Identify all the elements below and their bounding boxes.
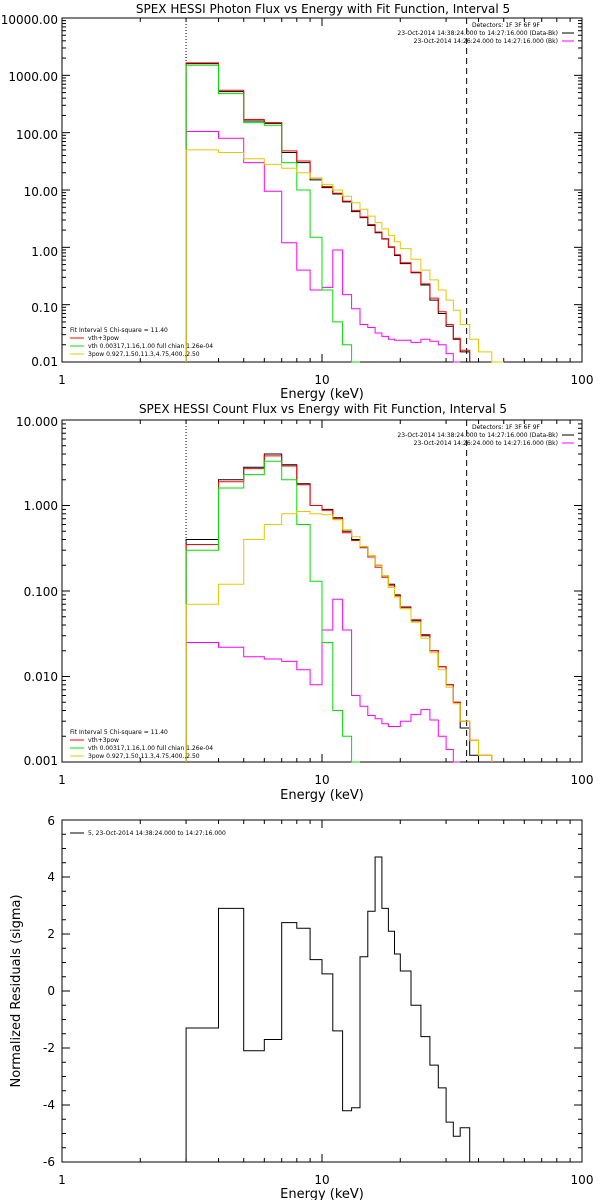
x-tick-label: 1 bbox=[58, 773, 66, 787]
x-tick-label: 10 bbox=[314, 373, 329, 387]
y-tick-label: -4 bbox=[43, 1098, 55, 1112]
series-group bbox=[185, 856, 471, 1162]
y-tick-label: 0.100 bbox=[24, 585, 58, 599]
legend-entry: vth 0.00317,1.16,1.00 full chian 1.26e-0… bbox=[88, 343, 213, 350]
vth-3pow-series-line bbox=[185, 62, 471, 362]
vth-3pow-series-line bbox=[185, 455, 493, 762]
y-tick-labels: 0.001 0.010 0.100 1.000 10.000 bbox=[16, 415, 58, 768]
x-axis-label: Energy (keV) bbox=[280, 1187, 364, 1200]
x-tick-labels: 1 10 100 bbox=[58, 773, 593, 787]
y-tick-label: 1000.00 bbox=[8, 70, 58, 84]
legend-bottom: Fit Interval 5 Chi-square = 11.40 vth+3p… bbox=[70, 729, 213, 760]
legend-entry: 23-Oct-2014 14:38:24.000 to 14:27:16.000… bbox=[397, 30, 558, 37]
data-bk-series-line bbox=[185, 63, 471, 362]
residuals-chart: -6 -4 -2 0 2 4 6 1 10 100 Energy (keV) N… bbox=[9, 814, 593, 1200]
legend-entry: 23-Oct-2014 14:26:24.000 to 14:27:16.000… bbox=[414, 440, 558, 447]
vth-series-line bbox=[185, 460, 360, 763]
legend-bottom: Fit Interval 5 Chi-square = 11.40 vth+3p… bbox=[70, 327, 213, 358]
y-tick-label: 1.00 bbox=[31, 245, 58, 259]
x-axis-label: Energy (keV) bbox=[280, 788, 364, 803]
x-tick-label: 100 bbox=[571, 773, 594, 787]
y-tick-labels: 0.01 0.10 1.00 10.00 100.00 1000.00 1000… bbox=[1, 13, 58, 369]
tick-marks bbox=[61, 819, 582, 1163]
y-tick-label: -2 bbox=[43, 1041, 55, 1055]
y-tick-label: 0.010 bbox=[24, 670, 58, 684]
x-tick-label: 100 bbox=[571, 373, 594, 387]
legend-detectors: Detectors: 1F 3F 6F 9F bbox=[472, 424, 541, 431]
x-tick-label: 10 bbox=[314, 773, 329, 787]
chart-title: SPEX HESSI Photon Flux vs Energy with Fi… bbox=[136, 2, 510, 16]
legend-entry: 23-Oct-2014 14:26:24.000 to 14:27:16.000… bbox=[414, 38, 558, 45]
legend-top: Detectors: 1F 3F 6F 9F 23-Oct-2014 14:38… bbox=[397, 22, 574, 45]
y-tick-label: 0.10 bbox=[31, 301, 58, 315]
plot-frame bbox=[61, 17, 583, 363]
y-tick-label: 100.00 bbox=[16, 128, 58, 142]
x-tick-label: 1 bbox=[58, 1173, 66, 1187]
photon-flux-chart: SPEX HESSI Photon Flux vs Energy with Fi… bbox=[1, 2, 594, 402]
chart-title: SPEX HESSI Count Flux vs Energy with Fit… bbox=[139, 402, 507, 416]
series-group bbox=[185, 62, 504, 363]
y-tick-label: 6 bbox=[47, 814, 55, 828]
3pow-series-line bbox=[185, 511, 493, 762]
y-tick-label: 1.000 bbox=[24, 499, 58, 513]
y-tick-label: 0.001 bbox=[24, 754, 58, 768]
x-axis-label: Energy (keV) bbox=[280, 387, 364, 402]
x-tick-labels: 1 10 100 bbox=[58, 1173, 593, 1187]
y-tick-label: 10000.00 bbox=[1, 13, 58, 27]
y-tick-label: 2 bbox=[47, 927, 55, 941]
legend-fit-info: Fit Interval 5 Chi-square = 11.40 bbox=[70, 729, 168, 736]
y-tick-label: 10.00 bbox=[24, 185, 58, 199]
legend-entry: 3pow 0.927,1.50,11.3,4.75,400.,2.50 bbox=[88, 351, 200, 358]
legend-entry: 3pow 0.927,1.50,11.3,4.75,400.,2.50 bbox=[88, 753, 200, 760]
y-axis-label: Normalized Residuals (sigma) bbox=[9, 894, 24, 1087]
legend-fit-info: Fit Interval 5 Chi-square = 11.40 bbox=[70, 327, 168, 334]
tick-marks bbox=[61, 420, 582, 763]
x-tick-label: 1 bbox=[58, 373, 66, 387]
legend-entry: vth 0.00317,1.16,1.00 full chian 1.26e-0… bbox=[88, 745, 213, 752]
vth-series-line bbox=[185, 64, 360, 363]
legend-entry: 5, 23-Oct-2014 14:38:24.000 to 14:27:16.… bbox=[88, 830, 226, 837]
legend-top: 5, 23-Oct-2014 14:38:24.000 to 14:27:16.… bbox=[70, 830, 226, 837]
y-tick-label: 0.01 bbox=[31, 355, 58, 369]
reference-lines bbox=[185, 18, 468, 362]
residual-series-line bbox=[185, 856, 471, 1162]
tick-marks bbox=[61, 18, 582, 363]
bk-series-line bbox=[185, 131, 461, 363]
y-tick-labels: -6 -4 -2 0 2 4 6 bbox=[43, 814, 55, 1169]
plot-frame bbox=[61, 819, 583, 1163]
legend-detectors: Detectors: 1F 3F 6F 9F bbox=[472, 22, 541, 29]
legend-entry: 23-Oct-2014 14:38:24.000 to 14:27:16.000… bbox=[397, 432, 558, 439]
series-group bbox=[185, 453, 493, 763]
3pow-series-line bbox=[185, 149, 504, 363]
reference-lines bbox=[185, 420, 468, 762]
x-tick-label: 10 bbox=[314, 1173, 329, 1187]
legend-top: Detectors: 1F 3F 6F 9F 23-Oct-2014 14:38… bbox=[397, 424, 574, 447]
y-tick-label: 10.000 bbox=[16, 415, 58, 429]
y-tick-label: 4 bbox=[47, 870, 55, 884]
y-tick-label: -6 bbox=[43, 1155, 55, 1169]
legend-entry: vth+3pow bbox=[88, 737, 119, 744]
x-tick-label: 100 bbox=[571, 1173, 594, 1187]
count-flux-chart: SPEX HESSI Count Flux vs Energy with Fit… bbox=[16, 402, 593, 803]
x-tick-labels: 1 10 100 bbox=[58, 373, 593, 387]
legend-entry: vth+3pow bbox=[88, 335, 119, 342]
bk-series-line bbox=[185, 598, 461, 763]
y-tick-label: 0 bbox=[47, 984, 55, 998]
